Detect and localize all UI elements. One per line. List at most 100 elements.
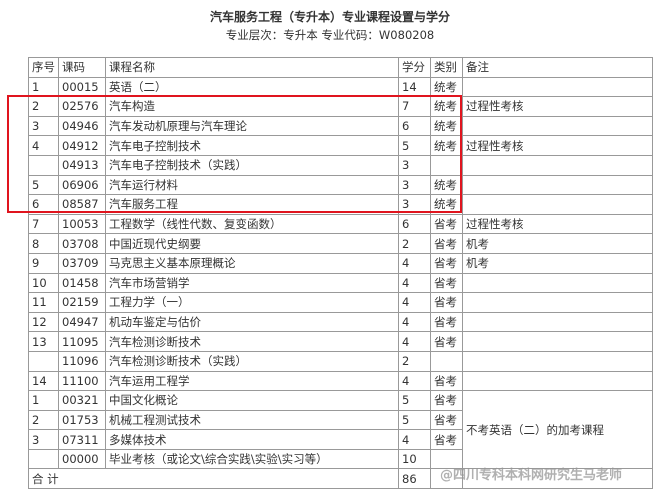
credit-cell: 4 (398, 272, 431, 294)
header-cell: 备注 (462, 57, 653, 78)
course-row: 12 04947 机动车鉴定与估价 4 省考 (28, 311, 653, 333)
code-cell: 11095 (58, 331, 106, 352)
total-label: 合 计 (28, 468, 399, 490)
no-cell: 2 (28, 409, 59, 431)
course-row: 11096 汽车检测诊断技术（实践） 2 (28, 350, 653, 372)
no-cell: 10 (28, 272, 59, 294)
code-cell: 02159 (58, 292, 106, 313)
course-table: 序号 课码 课程名称 学分 类别 备注 1 00015 英语（二） 14 统考 2 02576 汽车构造 7… (28, 57, 653, 490)
kind-cell: 省考 (430, 272, 463, 294)
code-cell: 01458 (58, 272, 106, 294)
highlight-box (7, 95, 462, 213)
credit-cell: 2 (398, 350, 431, 372)
kind-cell: 统考 (430, 96, 463, 117)
no-cell (28, 448, 59, 470)
course-row: 8 03708 中国近现代史纲要 2 省考 机考 (28, 233, 653, 254)
kind-cell: 省考 (430, 390, 463, 411)
code-cell: 03709 (58, 252, 106, 274)
note-cell (462, 292, 653, 313)
course-row: 1 00321 中国文化概论 5 省考 不考英语（二）的加考课程 (28, 390, 653, 470)
header-row: 序号 课码 课程名称 学分 类别 备注 (28, 57, 653, 78)
credit-cell: 4 (398, 429, 431, 450)
credit-cell: 2 (398, 233, 431, 254)
note-cell (462, 272, 653, 294)
note-cell: 过程性考核 (462, 96, 653, 117)
kind-cell: 省考 (430, 311, 463, 333)
course-row: 1 00015 英语（二） 14 统考 (28, 76, 653, 98)
name-cell: 汽车发动机原理与汽车理论 (105, 115, 399, 137)
note-cell (462, 174, 653, 196)
credit-cell: 6 (398, 213, 431, 235)
total-row: 合 计 86 (28, 468, 653, 490)
course-row: 6 08587 汽车服务工程 3 统考 (28, 194, 653, 215)
credit-cell: 4 (398, 311, 431, 333)
no-cell: 11 (28, 292, 59, 313)
code-cell: 08587 (58, 194, 106, 215)
note-cell (462, 154, 653, 176)
kind-cell: 省考 (430, 252, 463, 274)
name-cell: 中国文化概论 (105, 390, 399, 411)
name-cell: 汽车市场营销学 (105, 272, 399, 294)
note-cell (462, 76, 653, 98)
course-row: 5 06906 汽车运行材料 3 统考 (28, 174, 653, 196)
credit-cell: 4 (398, 252, 431, 274)
no-cell: 14 (28, 370, 59, 392)
code-cell: 11100 (58, 370, 106, 392)
code-cell: 04947 (58, 311, 106, 333)
course-row: 9 03709 马克思主义基本原理概论 4 省考 机考 (28, 252, 653, 274)
course-row: 3 07311 多媒体技术 4 省考 (28, 429, 653, 450)
name-cell: 机动车鉴定与估价 (105, 311, 399, 333)
subtitle: 专业层次：专升本 专业代码：W080208 (225, 28, 435, 42)
no-cell: 1 (28, 76, 59, 98)
name-cell: 汽车运用工程学 (105, 370, 399, 392)
code-cell: 01753 (58, 409, 106, 431)
name-cell: 机械工程测试技术 (105, 409, 399, 431)
note-cell (462, 350, 653, 372)
name-cell: 多媒体技术 (105, 429, 399, 450)
kind-cell: 统考 (430, 76, 463, 98)
kind-cell (430, 350, 463, 372)
no-cell: 7 (28, 213, 59, 235)
note-cell: 过程性考核 (462, 213, 653, 235)
note-cell: 过程性考核 (462, 135, 653, 156)
note-cell (462, 311, 653, 333)
course-row: 2 01753 机械工程测试技术 5 省考 (28, 409, 653, 431)
name-cell: 英语（二） (105, 76, 399, 98)
name-cell: 毕业考核（或论文\综合实践\实验\实习等） (105, 448, 399, 470)
watermark: @四川专科本科网研究生马老师 (440, 468, 623, 483)
credit-cell: 10 (398, 448, 431, 470)
note-cell: 不考英语（二）的加考课程 (462, 390, 653, 470)
code-cell: 07311 (58, 429, 106, 450)
kind-cell: 省考 (430, 331, 463, 352)
code-cell: 04946 (58, 115, 106, 137)
code-cell: 04913 (58, 154, 106, 176)
code-cell: 10053 (58, 213, 106, 235)
header-cell: 序号 (28, 57, 59, 78)
name-cell: 马克思主义基本原理概论 (105, 252, 399, 274)
code-cell: 03708 (58, 233, 106, 254)
name-cell: 汽车电子控制技术（实践） (105, 154, 399, 176)
name-cell: 中国近现代史纲要 (105, 233, 399, 254)
no-cell: 13 (28, 331, 59, 352)
name-cell: 汽车检测诊断技术 (105, 331, 399, 352)
credit-cell: 5 (398, 390, 431, 411)
course-row: 3 04946 汽车发动机原理与汽车理论 6 统考 (28, 115, 653, 137)
no-cell: 12 (28, 311, 59, 333)
name-cell: 工程力学（一） (105, 292, 399, 313)
name-cell: 汽车运行材料 (105, 174, 399, 196)
credit-cell: 4 (398, 292, 431, 313)
title: 汽车服务工程（专升本）专业课程设置与学分 (209, 10, 450, 24)
kind-cell: 省考 (430, 370, 463, 392)
code-cell: 02576 (58, 96, 106, 117)
no-cell (28, 350, 59, 372)
note-cell: 机考 (462, 252, 653, 274)
header-cell: 类别 (430, 57, 463, 78)
credit-cell: 4 (398, 331, 431, 352)
course-row: 14 11100 汽车运用工程学 4 省考 (28, 370, 653, 392)
header-cell: 学分 (398, 57, 431, 78)
total-credit: 86 (398, 468, 431, 490)
credit-cell: 5 (398, 409, 431, 431)
kind-cell: 省考 (430, 213, 463, 235)
course-row: 00000 毕业考核（或论文\综合实践\实验\实习等） 10 (28, 448, 653, 470)
